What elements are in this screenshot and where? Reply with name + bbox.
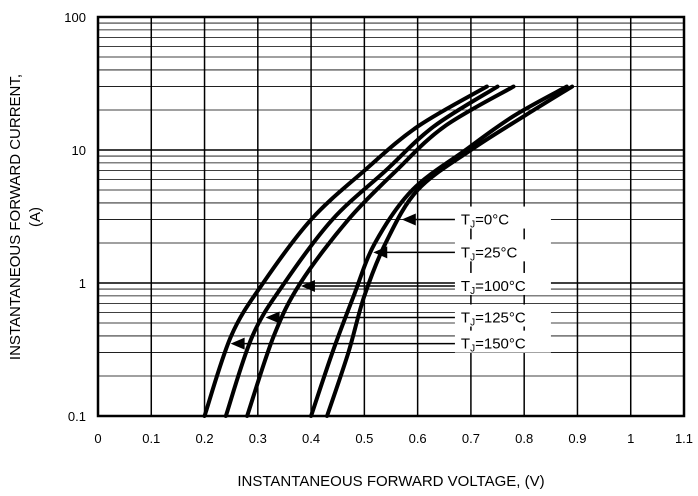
- series-curve: [309, 84, 569, 418]
- legend-arrowhead: [401, 213, 416, 226]
- legend-label: TJ=25°C: [461, 244, 518, 263]
- legend-label-subscript: J: [470, 286, 475, 297]
- x-axis-title: INSTANTANEOUS FORWARD VOLTAGE, (V): [237, 473, 544, 490]
- legend-label-subscript: J: [470, 318, 475, 329]
- series-curves: [202, 84, 575, 418]
- y-tick-labels: 0.1 1 10 100: [64, 10, 86, 424]
- legend-label-subscript: J: [470, 344, 475, 355]
- legend-label-temperature: =150°C: [475, 336, 526, 353]
- legend-label-subscript: J: [470, 252, 475, 263]
- x-tick-label: 0.7: [462, 431, 480, 446]
- legend-label-temperature: =125°C: [475, 310, 526, 327]
- legend-label-background: [454, 330, 551, 353]
- y-tick-label: 1: [79, 276, 86, 291]
- legend-label-background: [454, 272, 551, 295]
- plot-frame: [96, 15, 686, 418]
- legend-label-subscript: J: [470, 220, 475, 231]
- legend-label-temperature: =0°C: [475, 212, 509, 229]
- x-tick-label: 1: [627, 431, 634, 446]
- x-tick-label: 0.2: [196, 431, 214, 446]
- legend-label: TJ=150°C: [461, 336, 526, 355]
- legend-arrowhead: [373, 246, 388, 259]
- legend-arrowhead: [300, 279, 315, 292]
- y-axis-title-line1: INSTANTANEOUS FORWARD CURRENT,: [7, 74, 24, 360]
- x-tick-label: 0.6: [409, 431, 427, 446]
- legend-label-temperature: =25°C: [475, 244, 517, 261]
- legend-label-temperature: =100°C: [475, 278, 526, 295]
- legend-annotations: TJ=0°CTJ=25°CTJ=100°CTJ=125°CTJ=150°C: [230, 206, 551, 355]
- x-tick-labels: 0 0.1 0.2 0.3 0.4 0.5 0.6 0.7 0.8 0.9 1 1.1: [94, 431, 693, 446]
- legend-label-main: T: [461, 310, 470, 327]
- series-curve: [223, 84, 500, 418]
- x-tick-label: 0.5: [355, 431, 373, 446]
- y-tick-label: 100: [64, 10, 86, 25]
- legend-arrowhead: [230, 337, 245, 350]
- x-tick-label: 0.3: [249, 431, 267, 446]
- legend-label: TJ=100°C: [461, 278, 526, 297]
- legend-label: TJ=0°C: [461, 212, 509, 231]
- series-curve: [202, 84, 489, 418]
- legend-label-background: [454, 239, 551, 262]
- legend-label-main: T: [461, 336, 470, 353]
- legend-label-background: [454, 206, 551, 229]
- legend-label-main: T: [461, 244, 470, 261]
- legend-label-background: [454, 304, 551, 327]
- series-curve: [325, 84, 575, 418]
- legend-arrowhead: [265, 311, 280, 324]
- y-tick-label: 0.1: [68, 409, 86, 424]
- series-curve: [245, 84, 516, 418]
- y-tick-label: 10: [72, 143, 86, 158]
- x-tick-label: 1.1: [675, 431, 693, 446]
- x-tick-label: 0.8: [515, 431, 533, 446]
- x-tick-label: 0.1: [142, 431, 160, 446]
- x-tick-label: 0.9: [568, 431, 586, 446]
- x-tick-label: 0.4: [302, 431, 320, 446]
- y-axis-title-line2: (A): [27, 207, 44, 227]
- legend-label-main: T: [461, 212, 470, 229]
- legend-label-main: T: [461, 278, 470, 295]
- legend-label: TJ=125°C: [461, 310, 526, 329]
- x-tick-label: 0: [94, 431, 101, 446]
